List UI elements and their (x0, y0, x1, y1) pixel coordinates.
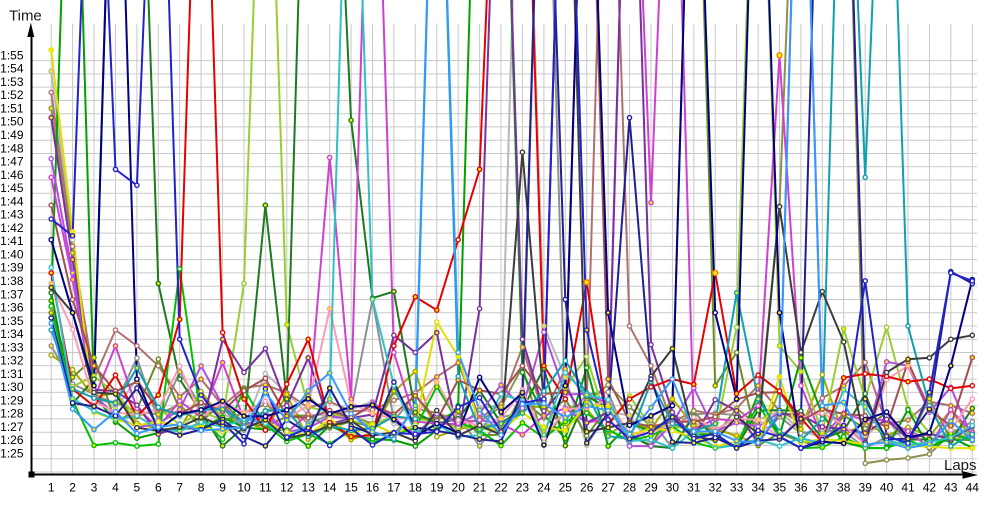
svg-text:13: 13 (302, 481, 316, 495)
svg-text:32: 32 (709, 481, 723, 495)
svg-text:1:50: 1:50 (0, 115, 24, 129)
svg-text:1: 1 (48, 481, 55, 495)
svg-text:1:29: 1:29 (0, 393, 24, 407)
svg-text:41: 41 (901, 481, 915, 495)
svg-text:1:32: 1:32 (0, 354, 24, 368)
svg-text:1:42: 1:42 (0, 221, 24, 235)
svg-text:21: 21 (473, 481, 487, 495)
svg-text:1:31: 1:31 (0, 367, 24, 381)
svg-text:24: 24 (537, 481, 551, 495)
svg-text:19: 19 (430, 481, 444, 495)
svg-text:1:43: 1:43 (0, 208, 24, 222)
svg-text:1:34: 1:34 (0, 327, 24, 341)
svg-text:1:35: 1:35 (0, 314, 24, 328)
svg-text:9: 9 (219, 481, 226, 495)
svg-text:1:41: 1:41 (0, 234, 24, 248)
svg-text:1:38: 1:38 (0, 274, 24, 288)
svg-text:7: 7 (176, 481, 183, 495)
svg-text:1:52: 1:52 (0, 88, 24, 102)
svg-text:23: 23 (516, 481, 530, 495)
svg-text:26: 26 (580, 481, 594, 495)
svg-text:4: 4 (112, 481, 119, 495)
svg-text:8: 8 (198, 481, 205, 495)
svg-text:10: 10 (237, 481, 251, 495)
svg-text:1:33: 1:33 (0, 340, 24, 354)
svg-text:40: 40 (880, 481, 894, 495)
svg-text:1:49: 1:49 (0, 128, 24, 142)
svg-text:17: 17 (387, 481, 401, 495)
svg-text:38: 38 (837, 481, 851, 495)
svg-text:1:36: 1:36 (0, 301, 24, 315)
svg-text:1:51: 1:51 (0, 102, 24, 116)
svg-text:43: 43 (944, 481, 958, 495)
svg-text:1:53: 1:53 (0, 75, 24, 89)
svg-text:44: 44 (966, 481, 980, 495)
svg-text:Laps: Laps (944, 457, 977, 474)
svg-text:12: 12 (280, 481, 294, 495)
svg-text:2: 2 (69, 481, 76, 495)
svg-text:1:47: 1:47 (0, 155, 24, 169)
svg-text:1:37: 1:37 (0, 287, 24, 301)
svg-text:5: 5 (134, 481, 141, 495)
svg-text:30: 30 (666, 481, 680, 495)
svg-text:14: 14 (323, 481, 337, 495)
svg-text:16: 16 (366, 481, 380, 495)
svg-text:1:45: 1:45 (0, 181, 24, 195)
svg-text:42: 42 (923, 481, 937, 495)
svg-text:11: 11 (259, 481, 272, 495)
svg-text:1:55: 1:55 (0, 48, 24, 62)
svg-text:1:40: 1:40 (0, 247, 24, 261)
svg-text:1:30: 1:30 (0, 380, 24, 394)
svg-text:Time: Time (9, 8, 42, 25)
svg-text:6: 6 (155, 481, 162, 495)
svg-text:35: 35 (773, 481, 787, 495)
svg-text:1:25: 1:25 (0, 447, 24, 461)
svg-text:33: 33 (730, 481, 744, 495)
svg-text:22: 22 (494, 481, 508, 495)
svg-text:1:54: 1:54 (0, 62, 24, 76)
svg-text:39: 39 (859, 481, 873, 495)
svg-text:1:39: 1:39 (0, 261, 24, 275)
svg-text:1:28: 1:28 (0, 407, 24, 421)
svg-text:1:48: 1:48 (0, 141, 24, 155)
svg-text:1:46: 1:46 (0, 168, 24, 182)
svg-text:28: 28 (623, 481, 637, 495)
svg-text:1:27: 1:27 (0, 420, 24, 434)
svg-text:27: 27 (601, 481, 615, 495)
svg-text:1:44: 1:44 (0, 194, 24, 208)
svg-text:36: 36 (794, 481, 808, 495)
svg-text:37: 37 (816, 481, 830, 495)
svg-text:25: 25 (559, 481, 573, 495)
svg-text:29: 29 (644, 481, 658, 495)
svg-text:15: 15 (344, 481, 358, 495)
svg-text:18: 18 (409, 481, 423, 495)
svg-text:20: 20 (452, 481, 466, 495)
svg-text:3: 3 (91, 481, 98, 495)
svg-text:34: 34 (751, 481, 765, 495)
svg-text:31: 31 (687, 481, 701, 495)
svg-text:1:26: 1:26 (0, 433, 24, 447)
